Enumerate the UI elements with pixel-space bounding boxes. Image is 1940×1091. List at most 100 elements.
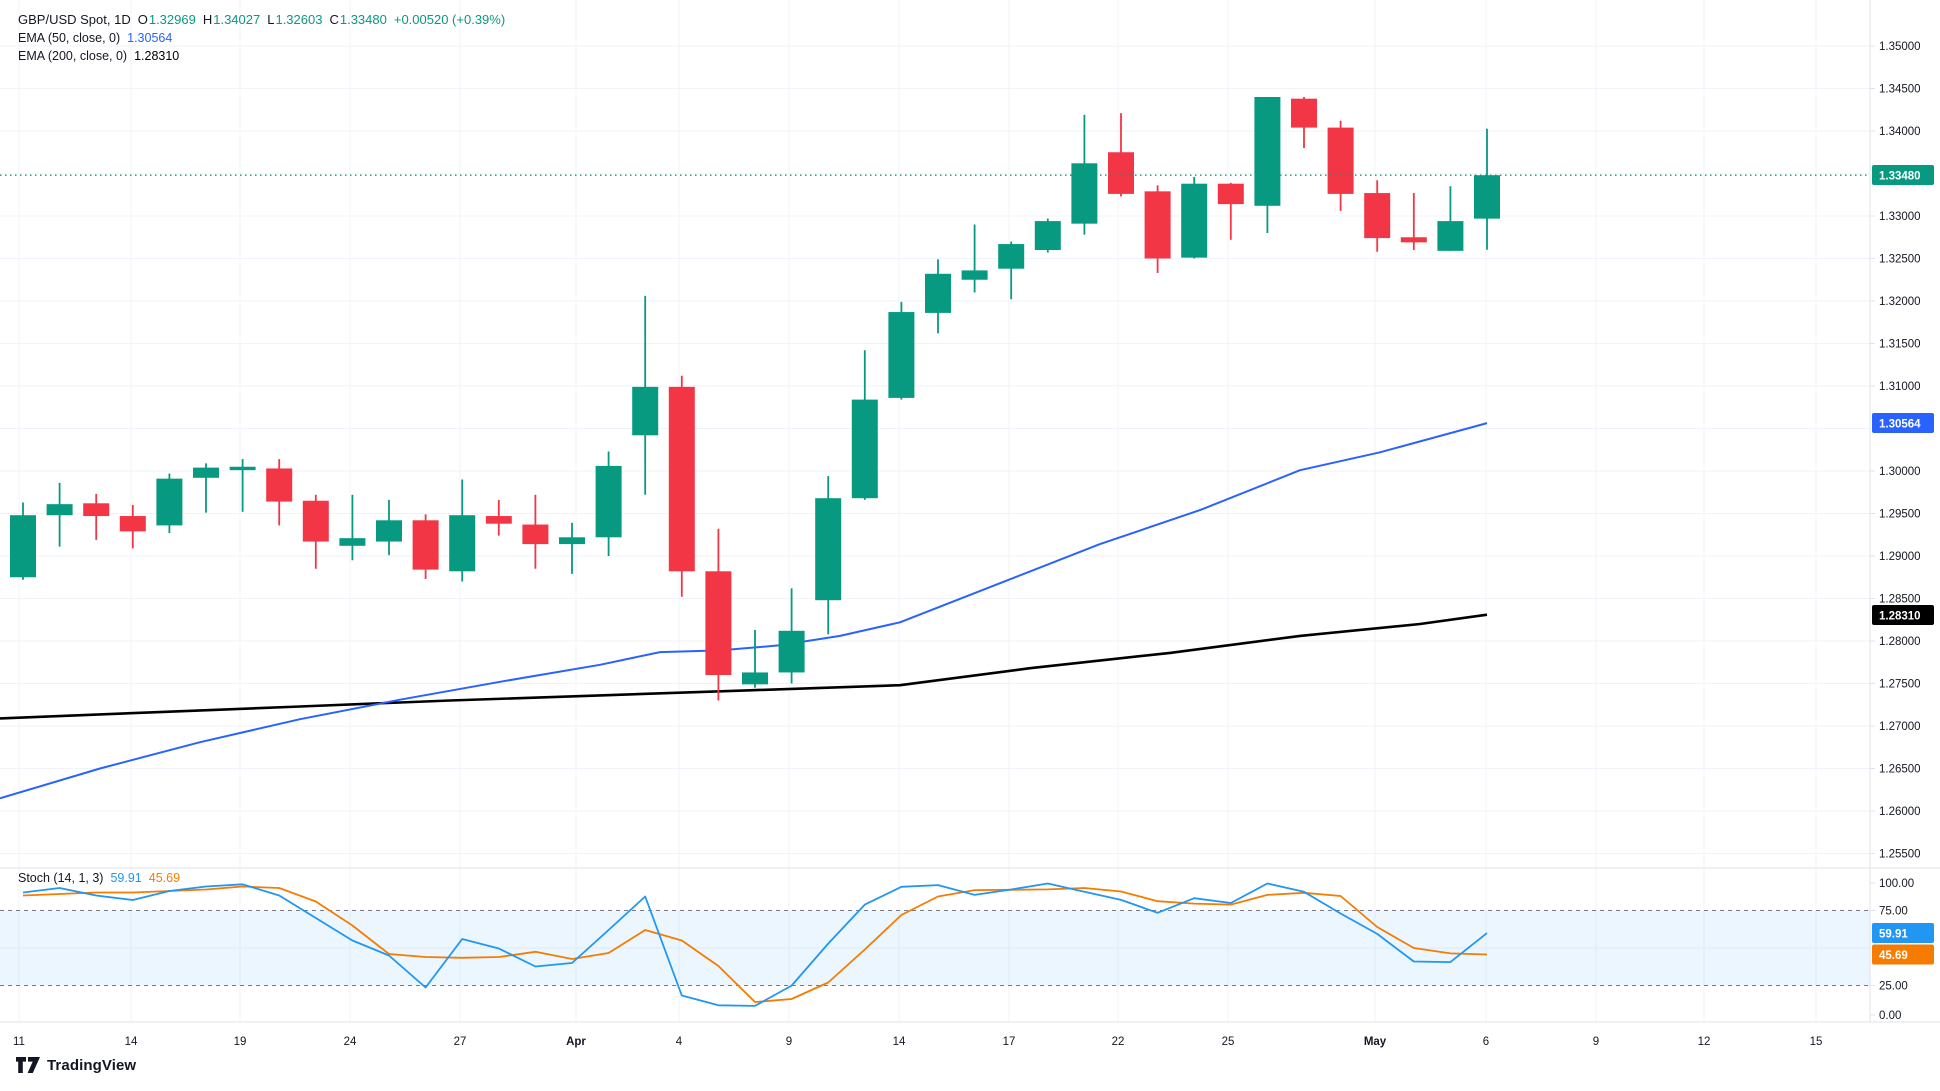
candle-body [1034,221,1061,250]
time-axis[interactable]: 11 14 19 24 27 Apr 4 9 14 17 22 25 May 6 9 12 15 [13,1036,1822,1048]
candle-body [925,273,951,313]
ohlc-high: H 1.34027 [202,12,261,27]
ema200-label: EMA (200, close, 0) [18,49,128,63]
candle [193,463,219,513]
candle [851,350,878,500]
candle-body [815,498,842,601]
price-axis-label: 1.29500 [1879,509,1921,521]
gridlines [0,0,1870,1022]
stoch-axis-label: 100.00 [1879,878,1914,890]
candle-body [961,270,988,280]
ema50-legend: EMA (50, close, 0) 1.30564 [18,31,172,45]
candle [522,494,549,569]
candle [1254,97,1281,233]
time-axis-label: 4 [676,1036,683,1048]
axis-badge: 1.28310 [1872,605,1934,625]
time-axis-label: 17 [1003,1036,1016,1048]
time-axis-label: 14 [125,1036,138,1048]
candle-body [1071,163,1098,224]
candle [449,479,476,582]
time-axis-label: Apr [566,1036,586,1048]
axis-badge-text: 1.28310 [1879,611,1921,623]
axis-badge-bg [1872,165,1934,185]
price-axis-label: 1.34500 [1879,84,1921,96]
candle-body [1474,175,1500,219]
price-axis-label: 1.28000 [1879,636,1921,648]
price-axis-label: 1.32000 [1879,296,1921,308]
price-axis-label: 1.32500 [1879,254,1921,266]
candle-body [302,500,329,542]
time-axis-label: 22 [1112,1036,1125,1048]
candle [412,514,439,579]
candle [485,499,512,536]
candle [559,522,585,574]
time-axis-label: 15 [1810,1036,1823,1048]
candle-body [1108,152,1134,194]
price-axis-label: 1.35000 [1879,41,1921,53]
price-axis-label: 1.25500 [1879,849,1921,861]
candle [1181,176,1208,259]
axis-badge-bg [1872,605,1934,625]
price-axis-label: 1.31000 [1879,381,1921,393]
change-value: +0.00520 (+0.39%) [393,12,506,27]
candle [376,499,402,556]
axis-badge-text: 1.30564 [1879,419,1921,431]
candle [302,494,329,569]
time-axis-label: 24 [344,1036,357,1048]
time-axis-label: 25 [1222,1036,1235,1048]
tradingview-logo[interactable]: TradingView [16,1057,136,1074]
candle-body [742,672,768,685]
price-axis-label: 1.26000 [1879,806,1921,818]
time-axis-label: 9 [786,1036,792,1048]
axis-badge-text: 59.91 [1879,929,1908,941]
price-axis-label: 1.30000 [1879,466,1921,478]
stoch-label: Stoch (14, 1, 3) [18,871,104,885]
candle [1034,218,1061,253]
candle-body [998,244,1025,269]
candle [156,473,183,534]
ema200-legend: EMA (200, close, 0) 1.28310 [18,49,179,63]
ema50-value: 1.30564 [127,31,173,45]
candle [266,459,293,526]
candle [742,629,768,688]
candle [815,476,842,635]
ema50-line [0,422,1488,800]
price-axis-label: 1.28500 [1879,594,1921,606]
price-axis-label: 1.27000 [1879,721,1921,733]
candle-body [1254,97,1281,206]
candle-body [632,386,659,436]
candle-body [522,524,549,545]
candle-body [595,465,622,538]
symbol-title: GBP/USD Spot, 1D [18,12,131,27]
candle-body [1291,98,1317,128]
candle [668,375,695,597]
candle [925,259,951,334]
candle-body [668,386,695,572]
stoch-axis-label: 75.00 [1879,906,1908,918]
time-axis-label: 9 [1593,1036,1599,1048]
candle [1144,185,1171,273]
ema200-line [0,613,1488,720]
axis-badge: 59.91 [1872,923,1934,943]
candle-body [1217,183,1244,205]
candle-body [559,537,585,545]
candle [119,505,146,549]
candle-body [46,504,73,516]
axis-badge-text: 1.33480 [1879,171,1921,183]
candle-body [485,516,512,524]
candle-body [193,467,219,478]
candle [1071,114,1098,235]
time-axis-label: May [1364,1036,1387,1048]
candle-body [156,478,183,526]
candle-body [1437,221,1464,251]
price-axis[interactable]: 1.35000 1.34500 1.34000 1.33000 1.32500 1.320… [1870,41,1921,1022]
candle [1437,186,1464,251]
axis-badge: 1.33480 [1872,165,1934,185]
time-axis-label: 27 [454,1036,467,1048]
stoch-d-line [22,885,1488,1003]
price-axis-label: 1.33000 [1879,211,1921,223]
candle-body [888,312,915,398]
candle [1364,180,1391,252]
axis-badge-bg [1872,923,1934,943]
